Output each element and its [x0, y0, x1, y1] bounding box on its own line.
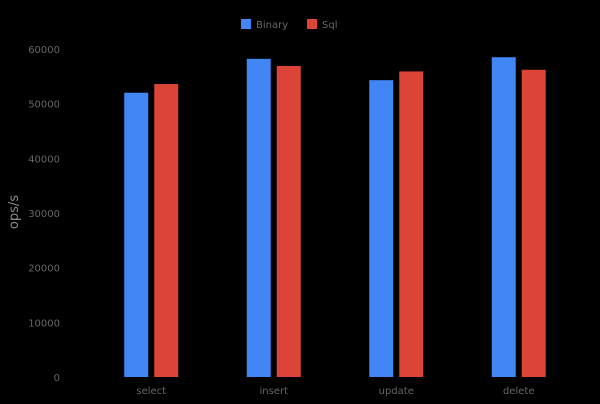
x-tick-label: select	[136, 386, 166, 397]
bar-binary-delete[interactable]	[491, 57, 516, 377]
y-tick-label: 60000	[28, 45, 60, 56]
legend-swatch	[307, 19, 317, 29]
y-tick-label: 40000	[28, 154, 60, 165]
x-tick-label: insert	[259, 386, 288, 397]
bar-binary-select[interactable]	[124, 92, 149, 377]
legend-swatch	[241, 19, 251, 29]
legend-item-sql[interactable]: Sql	[307, 19, 337, 31]
bar-binary-insert[interactable]	[246, 58, 271, 378]
bar-sql-select[interactable]	[154, 83, 179, 377]
y-tick-label: 50000	[28, 100, 60, 111]
legend: Binary Sql	[241, 19, 337, 31]
legend-item-binary[interactable]: Binary	[241, 19, 288, 31]
x-tick-label: update	[379, 386, 414, 397]
y-tick-label: 0	[54, 373, 60, 384]
y-axis: 0 10000 20000 30000 40000 50000 60000	[28, 45, 60, 384]
bar-sql-update[interactable]	[399, 71, 424, 377]
bar-sql-insert[interactable]	[276, 65, 301, 378]
y-tick-label: 10000	[28, 318, 60, 329]
y-tick-label: 20000	[28, 264, 60, 275]
bar-sql-delete[interactable]	[521, 69, 546, 378]
bar-binary-update[interactable]	[369, 80, 394, 377]
y-tick-label: 30000	[28, 209, 60, 220]
legend-label: Binary	[256, 20, 288, 31]
x-tick-label: delete	[503, 386, 535, 397]
y-axis-title: ops/s	[7, 195, 22, 229]
bars	[124, 57, 546, 378]
x-axis: select insert update delete	[136, 386, 534, 397]
legend-label: Sql	[322, 20, 337, 31]
